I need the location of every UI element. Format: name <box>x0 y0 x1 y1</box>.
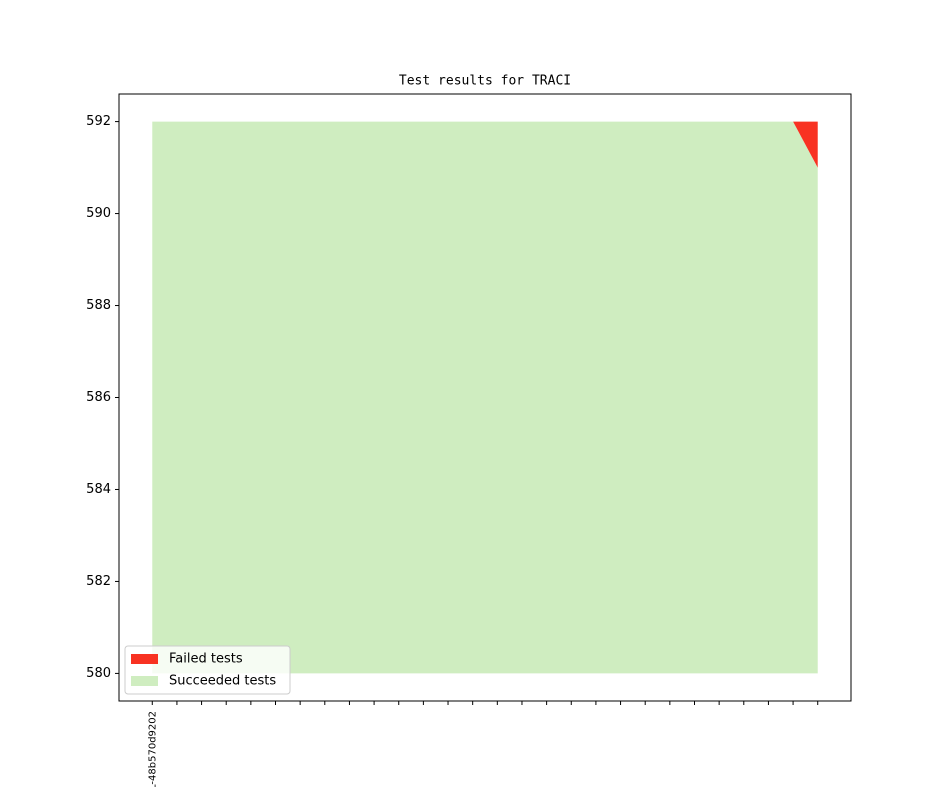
y-tick-label: 588 <box>86 298 111 313</box>
area <box>152 121 818 674</box>
chart-title: Test results for TRACI <box>399 74 571 89</box>
y-tick-label: 584 <box>86 482 111 497</box>
legend-box <box>124 645 291 695</box>
legend-swatch <box>131 676 158 686</box>
legend-swatch <box>131 654 158 664</box>
y-tick-label: 582 <box>86 574 111 589</box>
legend-label: Failed tests <box>169 652 243 667</box>
y-tick-label: 590 <box>86 206 111 221</box>
x-tick-label: L-48b570d9202 <box>147 711 158 787</box>
legend-label: Succeeded tests <box>169 674 276 689</box>
legend: Failed tests Succeeded tests <box>124 645 291 695</box>
y-tick-label: 586 <box>86 390 111 405</box>
y-tick-label: 592 <box>86 114 111 129</box>
y-tick-label: 580 <box>86 666 111 681</box>
